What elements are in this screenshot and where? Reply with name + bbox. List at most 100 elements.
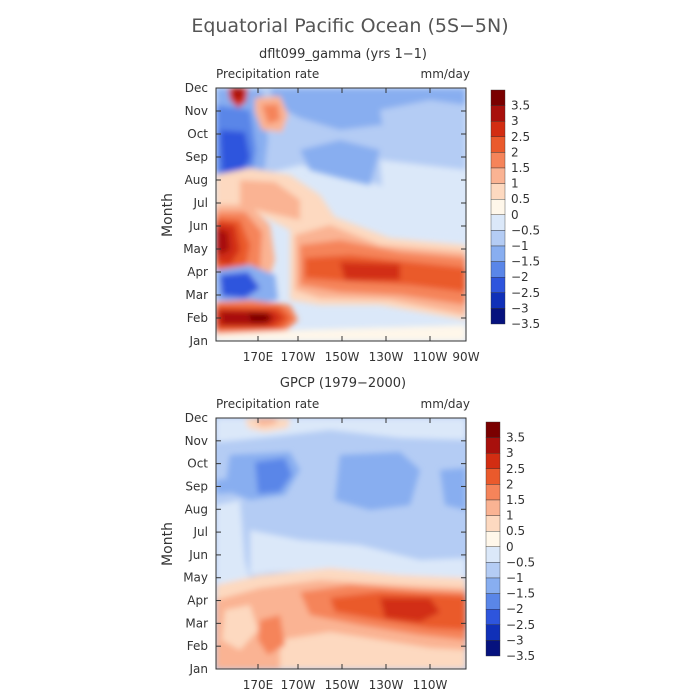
panel-gpcp-axes: Jan Feb Mar Apr May Jun Jul Aug Sep Oct Nov Dec 170E… [183, 411, 466, 692]
panel-gpcp-title: GPCP (1979−2000) [280, 376, 406, 391]
colorbar-label: 0.5 [511, 192, 530, 206]
colorbar-label: 1 [506, 509, 514, 523]
colorbar-swatch [490, 136, 506, 153]
y-tick-label: Jan [189, 662, 209, 676]
y-tick-label: Aug [185, 502, 208, 516]
panel-model-variable: Precipitation rate [216, 67, 319, 81]
y-tick-label: Nov [185, 104, 208, 118]
colorbar-label: −1.5 [511, 255, 540, 269]
colorbar-swatch [490, 198, 506, 215]
colorbar-label: −0.5 [511, 223, 540, 237]
panel-gpcp-field [216, 418, 466, 669]
panel-gpcp-ylabel: Month [160, 522, 176, 566]
colorbar-label: −3 [511, 301, 529, 315]
colorbar-label: 1 [511, 177, 519, 191]
x-tick-label: 150W [325, 350, 360, 364]
colorbar-label: −2 [506, 602, 524, 616]
x-tick-label: 170E [243, 350, 274, 364]
colorbar-label: 1.5 [506, 493, 525, 507]
colorbar-label: 3 [506, 446, 514, 460]
colorbar-swatch [490, 214, 506, 231]
y-tick-label: Jun [188, 548, 208, 562]
colorbar-label: 2 [506, 477, 514, 491]
panel-model-title: dflt099_gamma (yrs 1−1) [259, 47, 427, 62]
colorbar-swatch [490, 308, 506, 325]
y-tick-label: Sep [185, 479, 208, 493]
colorbar-swatch [490, 261, 506, 278]
y-tick-label: Oct [187, 127, 208, 141]
colorbar-swatch [485, 531, 501, 548]
panel-model-field [216, 88, 466, 341]
panel-gpcp-units: mm/day [421, 397, 471, 411]
colorbar-swatch [485, 609, 501, 626]
panel-gpcp-frame [215, 417, 467, 670]
colorbar-label: −3.5 [511, 317, 540, 331]
colorbar-swatch [485, 593, 501, 610]
y-tick-label: Nov [185, 434, 208, 448]
colorbar-swatch [490, 89, 506, 106]
y-tick-label: Apr [187, 594, 208, 608]
colorbar-swatch [490, 120, 506, 137]
y-tick-label: Dec [185, 81, 208, 95]
colorbar-label: −1.5 [506, 587, 535, 601]
y-tick-label: Mar [185, 288, 208, 302]
colorbar-swatch [490, 245, 506, 262]
colorbar-label: −2.5 [506, 618, 535, 632]
colorbar-label: −2 [511, 270, 529, 284]
colorbar-swatch [485, 468, 501, 485]
colorbar-swatch [485, 562, 501, 579]
colorbar-label: 1.5 [511, 161, 530, 175]
colorbar-label: 0 [511, 208, 519, 222]
colorbar-swatch [485, 453, 501, 470]
y-tick-label: Sep [185, 150, 208, 164]
colorbar-label: 2 [511, 145, 519, 159]
colorbar-label: 2.5 [511, 130, 530, 144]
y-tick-label: Mar [185, 616, 208, 630]
colorbar-swatch [485, 577, 501, 594]
colorbar-swatch [485, 624, 501, 641]
colorbar-label: −3 [506, 633, 524, 647]
colorbar-label: 3.5 [511, 99, 530, 113]
colorbar-swatch [485, 437, 501, 454]
colorbar-swatch [485, 421, 501, 438]
colorbar-swatch [490, 183, 506, 200]
y-tick-label: May [183, 242, 208, 256]
colorbar-label: 3 [511, 114, 519, 128]
y-tick-label: May [183, 571, 208, 585]
colorbar-label: 2.5 [506, 462, 525, 476]
panel-model: dflt099_gamma (yrs 1−1) Precipitation ra… [160, 47, 540, 364]
y-tick-label: Oct [187, 457, 208, 471]
panel-gpcp-variable: Precipitation rate [216, 397, 319, 411]
panel-model-colorbar: 3.53 2.52 1.5 10.5 0−0.5 −1 −1.5−2 −2.5−3 −3.5 [490, 89, 540, 331]
panel-model-ylabel: Month [160, 193, 176, 237]
colorbar-label: −1 [506, 571, 524, 585]
colorbar-label: 0 [506, 540, 514, 554]
figure-title: Equatorial Pacific Ocean (5S−5N) [191, 15, 508, 37]
colorbar-label: −3.5 [506, 649, 535, 663]
colorbar-swatch [485, 515, 501, 532]
colorbar-swatch [490, 167, 506, 184]
x-tick-label: 110W [413, 350, 448, 364]
y-tick-label: Jun [188, 219, 208, 233]
panel-model-units: mm/day [421, 67, 471, 81]
x-tick-label: 170W [281, 350, 316, 364]
y-tick-label: Jul [193, 196, 208, 210]
x-tick-label: 170E [243, 678, 274, 692]
y-tick-label: Jul [193, 525, 208, 539]
colorbar-swatch [490, 292, 506, 309]
x-tick-label: 110W [413, 678, 448, 692]
panel-gpcp: GPCP (1979−2000) Precipitation rate mm/d… [160, 376, 535, 692]
x-tick-label: 90W [452, 350, 479, 364]
x-tick-label: 170W [281, 678, 316, 692]
panel-model-axes: Jan Feb Mar Apr May Jun Jul Aug Sep Oct Nov Dec 170E… [183, 81, 480, 364]
colorbar-label: 0.5 [506, 524, 525, 538]
y-tick-label: Aug [185, 173, 208, 187]
colorbar-swatch [490, 277, 506, 294]
colorbar-swatch [485, 499, 501, 516]
colorbar-swatch [490, 230, 506, 247]
colorbar-swatch [485, 640, 501, 657]
y-tick-label: Dec [185, 411, 208, 425]
panel-model-frame [215, 87, 467, 342]
y-tick-label: Apr [187, 265, 208, 279]
